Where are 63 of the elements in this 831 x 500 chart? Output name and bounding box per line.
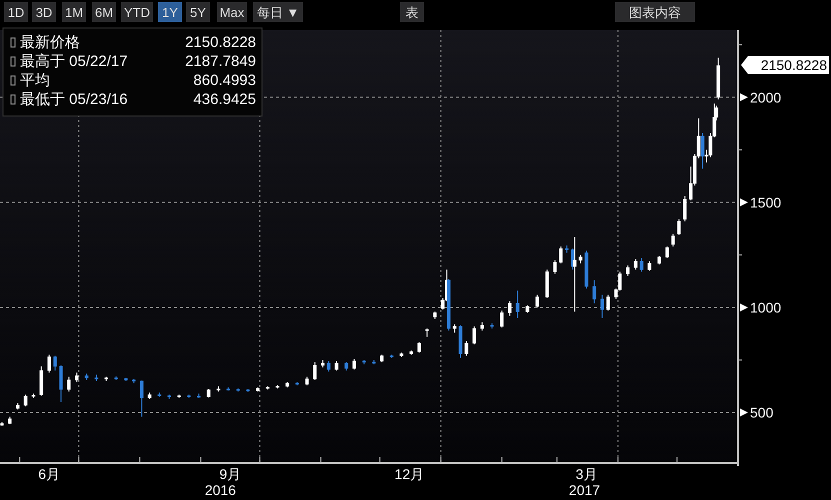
candlestick bbox=[352, 358, 356, 370]
candlestick bbox=[553, 260, 557, 274]
annotation: 最高于 05/22/17 bbox=[20, 53, 128, 70]
text: 5Y bbox=[190, 5, 206, 20]
x-tick-label: 3月 bbox=[576, 466, 598, 482]
annotation: 最新价格 bbox=[20, 34, 80, 51]
text: 2150.8228 bbox=[760, 57, 828, 73]
annotation: 436.9425 bbox=[193, 91, 256, 108]
candlestick bbox=[572, 236, 576, 312]
candlestick bbox=[640, 258, 644, 272]
candlestick bbox=[464, 340, 468, 356]
text: Max bbox=[220, 5, 245, 20]
annotation: 平均 bbox=[20, 72, 50, 89]
text: 1Y bbox=[162, 5, 178, 20]
candlestick bbox=[592, 280, 596, 304]
annotation: 860.4993 bbox=[193, 72, 256, 89]
text: 3D bbox=[36, 5, 52, 20]
candlestick bbox=[334, 360, 338, 372]
candlestick bbox=[516, 290, 520, 318]
candlestick bbox=[53, 355, 57, 372]
text: 图表内容 bbox=[629, 5, 681, 20]
candlestick bbox=[683, 196, 687, 222]
candlestick bbox=[606, 294, 610, 312]
y-tick-label: 2000 bbox=[750, 89, 782, 106]
candlestick bbox=[24, 394, 28, 407]
candlestick bbox=[671, 233, 675, 247]
x-tick-label: 9月 bbox=[219, 466, 242, 482]
text: 表 bbox=[406, 5, 418, 20]
candlestick bbox=[67, 376, 71, 392]
candlestick bbox=[536, 294, 540, 308]
candlestick bbox=[665, 246, 669, 259]
annotation: 2150.8228 bbox=[185, 34, 256, 51]
text: 每日 ▼ bbox=[256, 5, 300, 20]
candlestick bbox=[140, 380, 144, 418]
text: 1M bbox=[64, 5, 84, 20]
candlestick bbox=[600, 294, 604, 318]
candlestick bbox=[417, 342, 421, 354]
x-tick-label: 6月 bbox=[38, 466, 60, 482]
y-tick-label: 500 bbox=[750, 404, 774, 421]
candlestick bbox=[500, 310, 504, 328]
y-tick-label: 1000 bbox=[750, 299, 782, 316]
candlestick bbox=[313, 362, 317, 380]
candlestick bbox=[47, 354, 51, 374]
candlestick bbox=[472, 326, 476, 345]
candlestick bbox=[677, 218, 681, 236]
text: 2016 bbox=[204, 482, 236, 498]
y-tick-label: 1500 bbox=[750, 194, 782, 210]
candlestick bbox=[559, 246, 563, 264]
candlestick bbox=[634, 258, 638, 270]
text: 1D bbox=[8, 5, 24, 20]
annotation: 2187.7849 bbox=[185, 53, 256, 70]
candlestick bbox=[75, 372, 78, 383]
annotation: 最低于 05/23/16 bbox=[20, 91, 128, 108]
text: 6M bbox=[94, 5, 114, 20]
candlestick bbox=[508, 300, 512, 316]
candlestick bbox=[648, 260, 652, 272]
candlestick bbox=[326, 360, 330, 372]
x-tick-label: 12月 bbox=[394, 466, 424, 482]
candlestick bbox=[700, 132, 704, 170]
candlestick bbox=[626, 264, 630, 276]
text: 2017 bbox=[568, 482, 600, 498]
candlestick bbox=[59, 364, 63, 403]
text: YTD bbox=[124, 5, 150, 20]
